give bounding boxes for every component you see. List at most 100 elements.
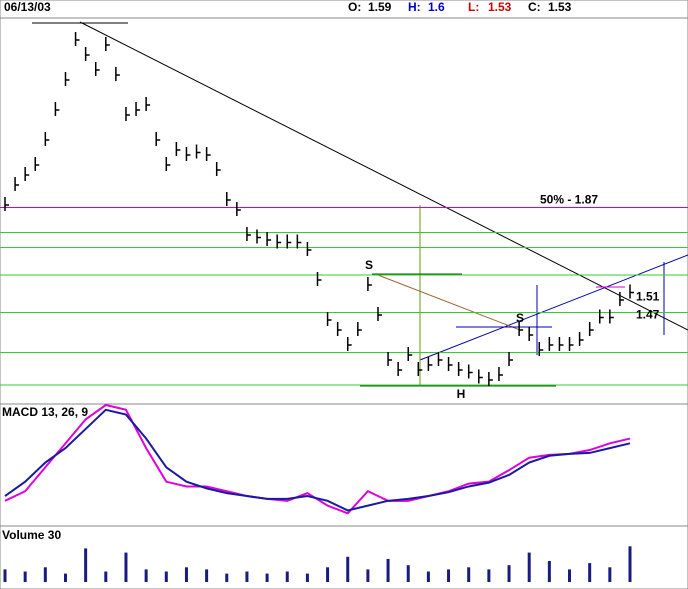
price-bar [296,234,302,249]
volume-bar [184,567,188,582]
volume-bar [124,552,128,582]
price-bar [145,97,151,111]
volume-bar [507,565,511,582]
price-bar [74,32,80,46]
drawings [32,21,688,387]
price-bar [135,102,141,116]
price-bar [326,312,332,326]
quote-value: 1.53 [548,0,572,14]
quote-value: 1.53 [488,0,512,14]
quote-label: O: [348,0,361,14]
volume-bar [608,567,612,582]
price-bar [437,352,443,366]
price-bar [417,362,423,376]
price-bar [518,322,524,336]
price-bar [4,197,9,211]
volume-bar [326,567,330,582]
price-label: 1.51 [636,290,660,304]
price-bar [629,284,634,299]
volume-bar [305,573,309,582]
neckline [419,254,688,361]
price-bar [357,322,362,336]
price-bar [548,337,554,351]
price-bar [478,369,483,384]
price-bar [195,144,201,159]
price-bar [64,72,70,86]
half-level-label: 50% - 1.87 [540,193,598,207]
date: 06/13/03 [4,0,51,14]
price-bar [578,332,584,346]
price-bar [276,234,282,249]
price-bar [538,342,544,356]
price-bar [619,292,624,306]
volume-bar [568,569,572,582]
price-bar [226,192,231,206]
volume-bar [406,565,410,582]
price-bar [266,232,272,246]
volume-bar [426,571,430,582]
price-bar [498,367,503,381]
macd-title: MACD 13, 26, 9 [2,405,88,419]
price-bar [246,227,251,241]
volume-bar [3,569,7,582]
price-bar [54,102,60,116]
price-bar [427,357,433,371]
price-bar [609,309,614,324]
volume-bar [346,556,350,582]
volume-bar [588,563,592,582]
volume-bar [205,569,209,582]
price-bar [165,157,171,171]
quote-value: 1.6 [428,0,445,14]
price-bar [457,362,463,376]
slope-line [377,274,521,331]
macd-line [4,408,631,512]
price-bar [14,177,20,191]
price-bar [175,142,181,156]
volume-bar [43,567,47,582]
volume-bar [366,569,370,582]
volume-bar [527,552,531,582]
pattern-label: S [365,258,373,272]
price-bar [205,147,211,161]
price-bar [125,107,130,121]
price-bar [34,157,40,171]
price-label: 1.47 [636,308,660,322]
volume-bar [144,569,148,582]
volume-bar [84,548,88,582]
price-bar [316,272,322,286]
quote-label: H: [408,0,421,14]
price-bar [306,242,312,256]
price-bar [467,364,473,379]
volume-bar [164,571,168,582]
quote-label: C: [528,0,541,14]
price-bar [367,277,372,291]
volume-bar [628,546,632,582]
volume-bar [265,573,269,582]
price-bar [155,132,161,146]
price-bar [336,322,342,336]
volume-bar [63,573,67,582]
price-bar [407,347,413,361]
quotes: O: 1.59 H: 1.6 L: 1.53 C: 1.53 [348,0,572,14]
price-bar [488,372,493,386]
price-bar [286,234,292,249]
price-bar [346,337,352,351]
price-bar [44,132,50,146]
volume-bar [285,571,289,582]
volume-bar [23,571,27,582]
price-bar [185,147,191,161]
price-bar [84,47,90,61]
price-bar [236,202,241,216]
price-bar [256,229,262,244]
volume-bar [245,571,249,582]
price-bar [558,337,564,351]
volume-bar [447,569,451,582]
volume-title: Volume 30 [2,528,61,542]
pattern-label: H [457,387,466,401]
price-bar [528,327,534,341]
price-bar [397,362,403,376]
volume-bar [467,567,471,582]
price-bar [588,322,594,336]
